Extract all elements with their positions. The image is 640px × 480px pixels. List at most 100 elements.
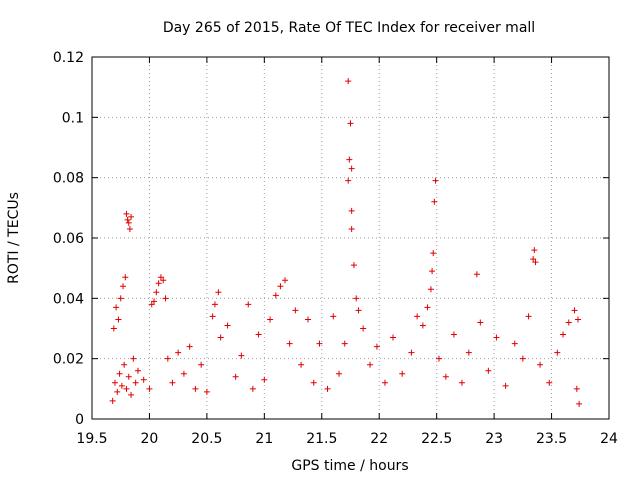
data-point	[211, 301, 218, 308]
data-point	[353, 295, 360, 302]
data-point	[186, 343, 193, 350]
data-point	[574, 316, 581, 323]
data-point	[217, 334, 224, 341]
data-point	[160, 277, 167, 284]
data-point	[232, 373, 239, 380]
data-point	[525, 313, 532, 320]
data-point	[458, 379, 465, 386]
data-point	[155, 280, 162, 287]
data-point	[132, 379, 139, 386]
data-point	[151, 298, 158, 305]
data-point	[203, 388, 210, 395]
axis-ticks: 19.5 20 20.5 21 21.5 22 22.5 23 23.5 24 0 0.02 0.04 0…	[53, 50, 618, 447]
data-point	[345, 78, 352, 85]
data-point	[209, 313, 216, 320]
data-point	[121, 361, 128, 368]
data-point	[109, 397, 116, 404]
y-axis-label: ROTI / TECUs	[6, 192, 22, 284]
y-tick-label: 0	[75, 412, 84, 428]
y-tick-label: 0.02	[53, 352, 84, 368]
data-point	[117, 295, 124, 302]
data-point	[126, 225, 133, 232]
data-point	[134, 367, 141, 374]
grid-lines	[92, 57, 609, 419]
data-point	[571, 307, 578, 314]
data-point	[215, 289, 222, 296]
data-point	[115, 316, 122, 323]
data-point	[124, 216, 131, 223]
data-point	[304, 316, 311, 323]
data-point	[565, 319, 572, 326]
data-point	[113, 304, 120, 311]
x-tick-label: 23.5	[536, 431, 567, 447]
data-point	[120, 283, 127, 290]
data-point	[560, 331, 567, 338]
data-point	[348, 165, 355, 172]
x-axis-label: GPS time / hours	[291, 458, 408, 474]
data-point	[157, 274, 164, 281]
data-point	[224, 322, 231, 329]
data-point	[346, 156, 353, 163]
x-tick-label: 19.5	[76, 431, 107, 447]
data-point	[381, 379, 388, 386]
data-point	[198, 361, 205, 368]
data-point	[130, 355, 137, 362]
data-point	[249, 385, 256, 392]
y-tick-label: 0.04	[53, 291, 84, 307]
data-point	[546, 379, 553, 386]
data-point	[148, 301, 155, 308]
data-point	[111, 379, 118, 386]
data-point	[341, 340, 348, 347]
data-point	[336, 370, 343, 377]
data-point	[473, 271, 480, 278]
data-point	[192, 385, 199, 392]
data-point	[330, 313, 337, 320]
data-point	[118, 382, 125, 389]
data-point	[424, 304, 431, 311]
data-point	[324, 385, 331, 392]
data-point	[140, 376, 147, 383]
data-point	[554, 349, 561, 356]
data-point	[431, 198, 438, 205]
x-tick-label: 21	[255, 431, 273, 447]
data-point	[390, 334, 397, 341]
data-point	[123, 385, 130, 392]
data-point	[348, 207, 355, 214]
x-tick-label: 22.5	[421, 431, 452, 447]
plot-frame	[91, 56, 610, 420]
x-tick-label: 20.5	[191, 431, 222, 447]
data-point	[532, 259, 539, 266]
data-point	[419, 322, 426, 329]
data-point	[261, 376, 268, 383]
data-point	[125, 373, 132, 380]
data-point	[282, 277, 289, 284]
chart-title: Day 265 of 2015, Rate Of TEC Index for r…	[163, 20, 535, 36]
data-point	[355, 307, 362, 314]
data-point	[347, 120, 354, 127]
data-point	[432, 177, 439, 184]
data-point	[114, 388, 121, 395]
data-point	[477, 319, 484, 326]
data-point	[485, 367, 492, 374]
data-point	[123, 210, 130, 217]
data-point	[427, 286, 434, 293]
data-point	[430, 250, 437, 257]
data-point	[316, 340, 323, 347]
data-point	[122, 274, 129, 281]
y-tick-label: 0.1	[62, 110, 84, 126]
data-point	[408, 349, 415, 356]
x-tick-label: 20	[141, 431, 159, 447]
data-point	[576, 400, 583, 407]
data-point	[169, 379, 176, 386]
data-point	[298, 361, 305, 368]
data-point	[110, 325, 117, 332]
data-point	[125, 219, 132, 226]
x-tick-label: 24	[600, 431, 618, 447]
y-tick-label: 0.12	[53, 50, 84, 66]
x-tick-label: 21.5	[306, 431, 337, 447]
data-point	[310, 379, 317, 386]
data-point	[399, 370, 406, 377]
data-point	[175, 349, 182, 356]
data-point	[255, 331, 262, 338]
